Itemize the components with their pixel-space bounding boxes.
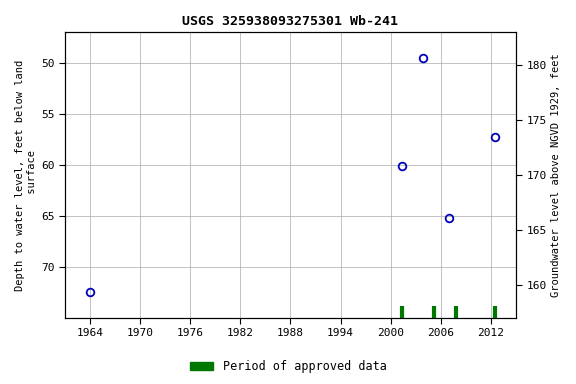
Y-axis label: Depth to water level, feet below land
 surface: Depth to water level, feet below land su…	[15, 59, 37, 291]
Legend: Period of approved data: Period of approved data	[185, 356, 391, 378]
Y-axis label: Groundwater level above NGVD 1929, feet: Groundwater level above NGVD 1929, feet	[551, 53, 561, 297]
Title: USGS 325938093275301 Wb-241: USGS 325938093275301 Wb-241	[183, 15, 399, 28]
